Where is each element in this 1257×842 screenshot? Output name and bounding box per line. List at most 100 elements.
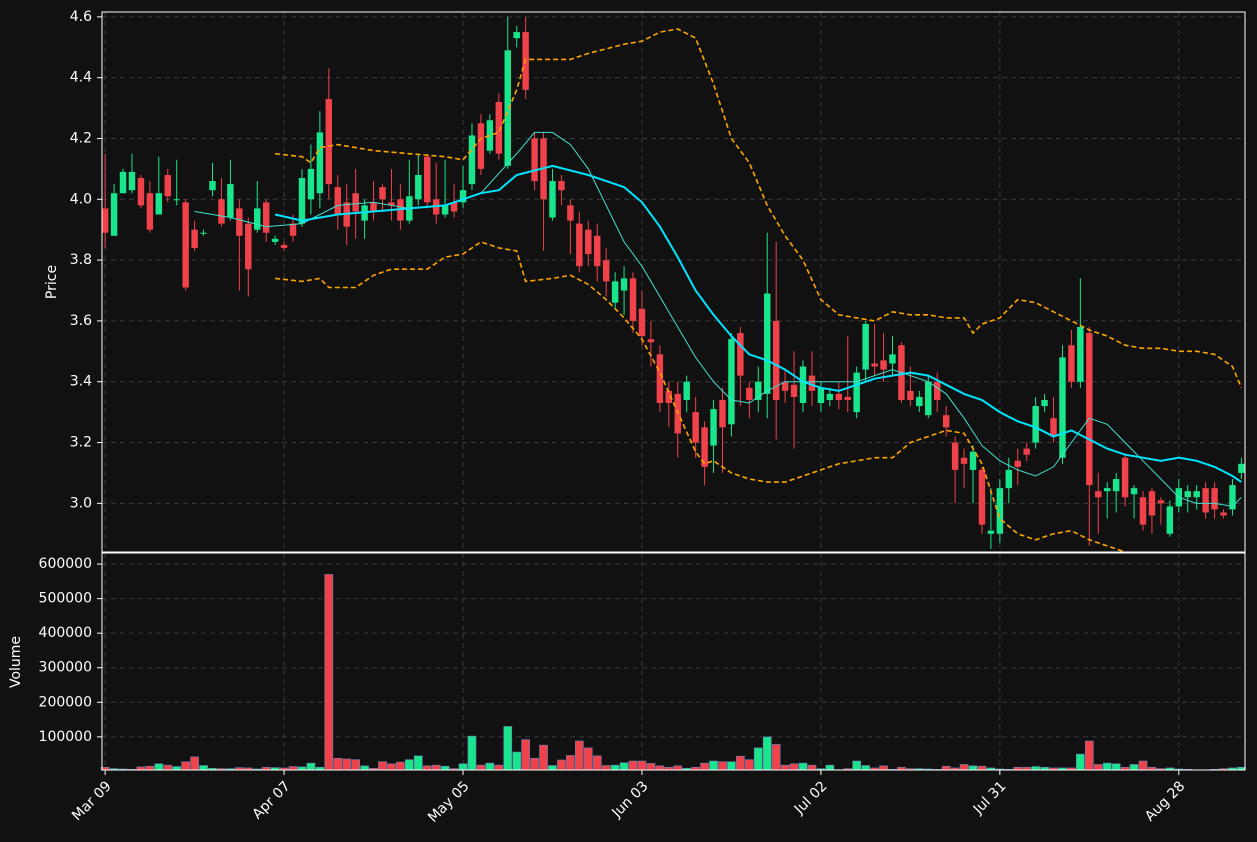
candle-body — [1041, 399, 1048, 407]
candle-body — [209, 181, 216, 191]
band-line — [275, 28, 1243, 389]
candle-body — [683, 381, 690, 400]
candle-body — [1095, 491, 1102, 498]
volume-bar — [861, 765, 870, 771]
candle-body — [1068, 345, 1075, 382]
candle-body — [486, 120, 494, 151]
volume-bar — [503, 726, 513, 771]
volume-bar — [494, 764, 504, 771]
grid — [102, 12, 1245, 770]
volume-bar — [351, 759, 360, 771]
candle-body — [942, 415, 950, 428]
volume-tick-label: 400000 — [39, 625, 92, 641]
y-tick-label: 3.0 — [70, 495, 92, 511]
candle-body — [415, 174, 422, 200]
volume-bar — [736, 755, 745, 771]
candle-body — [817, 387, 825, 404]
volume-bar — [646, 763, 656, 771]
volume-bar — [700, 762, 709, 771]
volume-tick-label: 100000 — [39, 729, 92, 745]
volume-bar — [512, 751, 522, 771]
candle-body — [799, 366, 807, 404]
volume-bar — [181, 761, 190, 771]
volume-bar — [753, 747, 763, 771]
volume-panel — [100, 574, 1246, 771]
candle-body — [746, 387, 753, 400]
volume-bar — [405, 759, 414, 771]
x-tick-label: Mar 09 — [69, 778, 115, 824]
volume-bar — [1102, 762, 1112, 771]
candle-body — [110, 193, 118, 236]
candle-body — [1121, 457, 1129, 498]
candle-body — [772, 320, 780, 400]
candle-body — [1220, 512, 1227, 516]
candle-body — [916, 396, 923, 407]
candle-body — [781, 381, 789, 391]
volume-bar — [431, 764, 441, 771]
candle-body — [558, 181, 565, 191]
volume-bar — [467, 735, 477, 771]
candle-body — [969, 451, 977, 470]
volume-bar — [673, 765, 683, 771]
candle-body — [1184, 491, 1191, 498]
volume-bar — [360, 765, 369, 771]
volume-bar — [977, 765, 987, 771]
x-tick-label: Jul 02 — [791, 778, 831, 818]
candle-body — [379, 187, 386, 200]
volume-tick-label: 200000 — [39, 694, 92, 710]
y-tick-label: 3.6 — [70, 313, 92, 329]
candle-body — [531, 138, 538, 182]
candle-body — [173, 199, 180, 201]
candle-body — [647, 339, 655, 343]
candle-body — [951, 442, 959, 470]
candle-body — [334, 187, 341, 215]
volume-bar — [521, 739, 530, 771]
volume-bar — [548, 765, 557, 771]
y-tick-label: 3.4 — [70, 374, 92, 390]
candle-body — [889, 354, 896, 364]
volume-bar — [1084, 740, 1094, 771]
candle-body — [933, 381, 941, 400]
x-tick-label: Apr 07 — [250, 778, 294, 822]
candle-body — [1202, 488, 1209, 513]
candle-body — [835, 393, 843, 400]
candle-body — [925, 381, 932, 416]
x-tick-label: Aug 28 — [1142, 778, 1188, 824]
volume-bar — [879, 765, 888, 771]
volume-bar — [610, 764, 620, 771]
volume-bar — [387, 763, 396, 771]
y-tick-label: 3.8 — [70, 252, 92, 268]
volume-bar — [172, 766, 182, 771]
volume-bar — [798, 762, 808, 771]
volume-bar — [807, 764, 817, 771]
volume-bar — [145, 765, 155, 771]
candle-body — [1050, 418, 1057, 437]
candle-body — [102, 208, 109, 233]
x-tick-label: Jul 31 — [970, 778, 1010, 818]
volume-bar — [637, 760, 647, 771]
volume-tick-label: 500000 — [39, 591, 92, 607]
candle-body — [441, 205, 449, 215]
candle-body — [1023, 448, 1030, 455]
candle-body — [638, 308, 646, 337]
candle-body — [1032, 406, 1039, 443]
candle-body — [1077, 327, 1084, 382]
y-tick-label: 4.6 — [70, 9, 92, 25]
volume-bar — [941, 765, 951, 771]
candle-body — [450, 202, 458, 212]
axes: 3.0 3.2 3.4 3.6 3.8 4.0 4.2 4.4 4.6 100000 200000 3… — [39, 9, 1189, 826]
candle-body — [218, 199, 225, 224]
candle-body — [280, 244, 288, 248]
candle-body — [1059, 357, 1066, 458]
candle-body — [862, 323, 869, 370]
candle-body — [316, 132, 324, 194]
volume-tick-label: 600000 — [39, 556, 92, 572]
volume-bar — [1093, 764, 1103, 771]
candle-body — [495, 102, 503, 154]
candle-body — [1139, 497, 1147, 525]
candle-body — [790, 384, 798, 397]
price-panel — [102, 16, 1245, 552]
candle-body — [764, 293, 771, 394]
candle-body — [155, 193, 163, 215]
